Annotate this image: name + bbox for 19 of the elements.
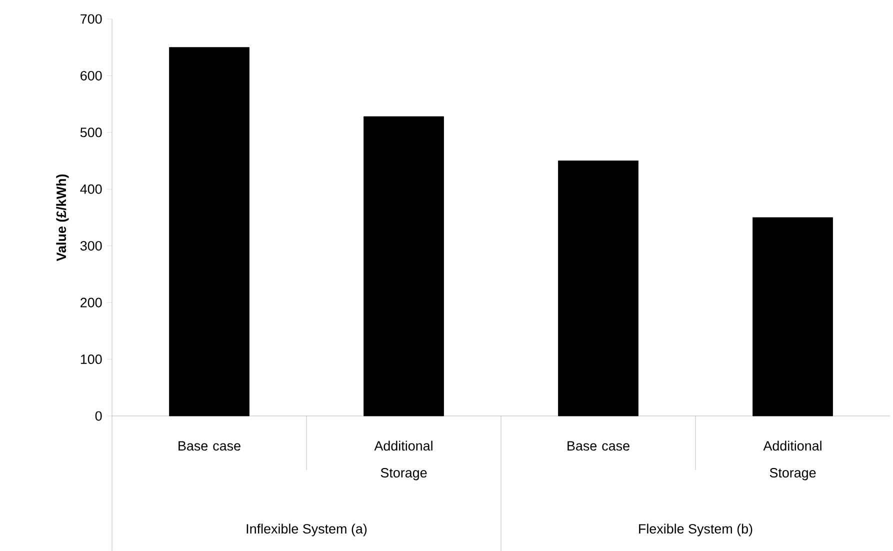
bar	[169, 47, 250, 416]
text: Flexible System (b)	[639, 524, 752, 536]
x-tick-label: Base case	[178, 441, 240, 451]
category-label: Additional Storage	[374, 440, 432, 480]
y-tick-label: 200	[80, 298, 102, 308]
y-tick-label: 700	[80, 14, 102, 24]
y-tick-label: 300	[80, 241, 102, 251]
bar	[364, 116, 444, 416]
y-tick-label: 500	[80, 128, 102, 138]
y-tick-label: 100	[80, 354, 102, 364]
x-tick-label: Base case	[568, 441, 630, 451]
category-label: Additional Storage	[763, 440, 822, 480]
y-axis-title: Value (£/kWh)	[56, 174, 69, 262]
y-tick-label: 600	[80, 70, 102, 80]
y-tick-label: 0	[95, 411, 102, 421]
y-tick-label: 400	[80, 184, 102, 194]
text: Inflexible System (a)	[246, 524, 367, 536]
bar	[558, 160, 638, 416]
bar	[752, 217, 833, 416]
